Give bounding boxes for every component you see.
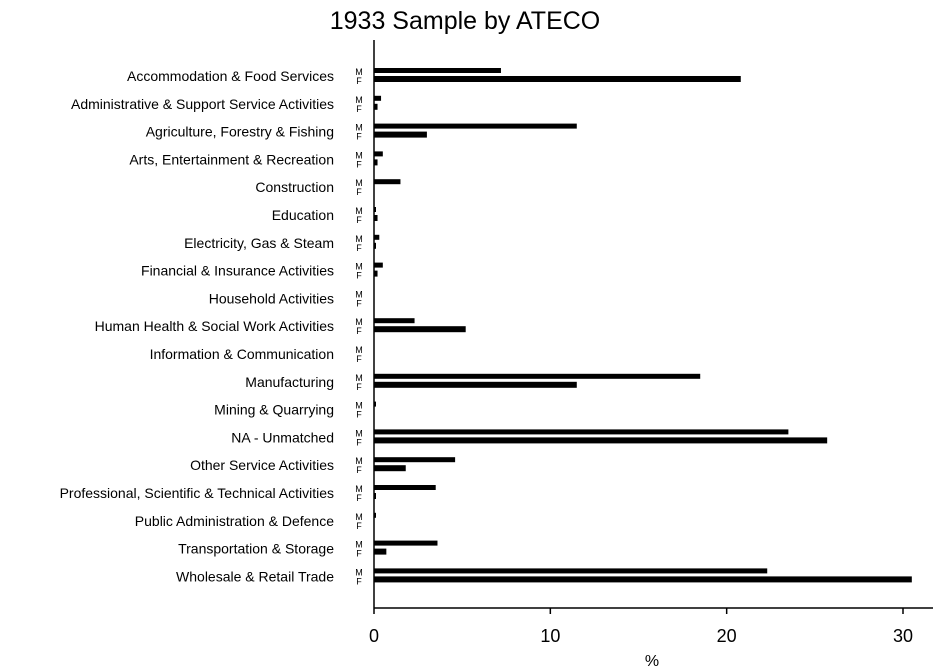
category-label: Accommodation & Food Services xyxy=(127,68,334,84)
series-label-f: F xyxy=(356,465,362,475)
category-label: Administrative & Support Service Activit… xyxy=(71,96,334,112)
series-label-m: M xyxy=(355,401,363,411)
series-label-f: F xyxy=(356,215,362,225)
x-tick-label: 30 xyxy=(893,626,913,646)
series-label-m: M xyxy=(355,150,363,160)
category-label: Public Administration & Defence xyxy=(135,513,334,529)
bar-male xyxy=(374,123,577,129)
x-axis-label: % xyxy=(645,653,659,670)
bar-female xyxy=(374,465,406,472)
chart-title: 1933 Sample by ATECO xyxy=(330,7,601,35)
series-label-f: F xyxy=(356,298,362,308)
category-label: Transportation & Storage xyxy=(178,541,334,557)
category-label: Information & Communication xyxy=(150,346,334,362)
bar-male xyxy=(374,95,382,101)
bar-male xyxy=(374,68,501,73)
series-label-f: F xyxy=(356,354,362,364)
bar-male xyxy=(374,262,383,268)
series-label-m: M xyxy=(355,317,363,327)
bar-female xyxy=(374,242,376,249)
bar-female xyxy=(374,326,466,333)
bar-male xyxy=(374,485,436,490)
series-label-f: F xyxy=(356,576,362,586)
category-label: Other Service Activities xyxy=(190,457,334,473)
series-label-m: M xyxy=(355,95,363,105)
series-label-m: M xyxy=(355,178,363,188)
category-label: Financial & Insurance Activities xyxy=(141,263,334,279)
series-label-m: M xyxy=(355,484,363,494)
series-label-f: F xyxy=(356,521,362,531)
category-label: Mining & Quarrying xyxy=(214,402,334,418)
series-label-m: M xyxy=(355,123,363,133)
bar-female xyxy=(374,548,387,555)
bar-female xyxy=(374,270,378,277)
series-label-f: F xyxy=(356,382,362,392)
bar-male xyxy=(374,457,456,463)
bar-female xyxy=(374,437,828,444)
x-tick-label: 10 xyxy=(540,626,560,646)
bar-female xyxy=(374,576,912,583)
series-label-f: F xyxy=(356,437,362,447)
bar-male xyxy=(374,234,380,240)
series-label-m: M xyxy=(355,289,363,299)
series-label-m: M xyxy=(355,262,363,272)
category-label: Arts, Entertainment & Recreation xyxy=(129,151,334,167)
series-label-f: F xyxy=(356,76,362,86)
category-label: Household Activities xyxy=(209,290,334,306)
series-label-m: M xyxy=(355,234,363,244)
series-label-m: M xyxy=(355,428,363,438)
bar-female xyxy=(374,215,378,221)
series-label-m: M xyxy=(355,67,363,77)
series-label-f: F xyxy=(356,493,362,503)
series-label-m: M xyxy=(355,540,363,550)
series-label-m: M xyxy=(355,512,363,522)
bar-male xyxy=(374,540,438,546)
series-label-f: F xyxy=(356,410,362,420)
category-label: Manufacturing xyxy=(245,374,334,390)
bar-male xyxy=(374,512,376,518)
category-label: Professional, Scientific & Technical Act… xyxy=(60,485,334,501)
bar-male xyxy=(374,373,701,379)
bar-female xyxy=(374,159,378,166)
bar-male xyxy=(374,429,789,435)
bar-female xyxy=(374,131,427,138)
series-label-f: F xyxy=(356,187,362,197)
bar-male xyxy=(374,207,376,212)
series-label-m: M xyxy=(355,345,363,355)
x-tick-label: 0 xyxy=(369,626,379,646)
series-label-m: M xyxy=(355,456,363,466)
series-label-m: M xyxy=(355,206,363,216)
series-label-f: F xyxy=(356,326,362,336)
series-label-f: F xyxy=(356,104,362,114)
bar-female xyxy=(374,493,376,499)
bar-female xyxy=(374,76,741,82)
bar-male xyxy=(374,401,376,407)
bar-male xyxy=(374,151,383,157)
category-label: Electricity, Gas & Steam xyxy=(184,235,334,251)
category-label: NA - Unmatched xyxy=(231,429,334,445)
bar-female xyxy=(374,381,577,388)
series-label-f: F xyxy=(356,132,362,142)
series-label-f: F xyxy=(356,243,362,253)
bar-male xyxy=(374,179,401,185)
series-label-f: F xyxy=(356,549,362,559)
x-tick-label: 20 xyxy=(717,626,737,646)
bar-male xyxy=(374,568,768,574)
category-label: Human Health & Social Work Activities xyxy=(95,318,334,334)
bar-male xyxy=(374,318,415,324)
series-label-f: F xyxy=(356,271,362,281)
series-label-f: F xyxy=(356,159,362,169)
category-label: Wholesale & Retail Trade xyxy=(176,568,334,584)
series-label-m: M xyxy=(355,567,363,577)
category-label: Construction xyxy=(255,179,334,195)
bar-female xyxy=(374,103,378,110)
category-label: Agriculture, Forestry & Fishing xyxy=(146,124,334,140)
series-label-m: M xyxy=(355,373,363,383)
category-label: Education xyxy=(272,207,334,223)
